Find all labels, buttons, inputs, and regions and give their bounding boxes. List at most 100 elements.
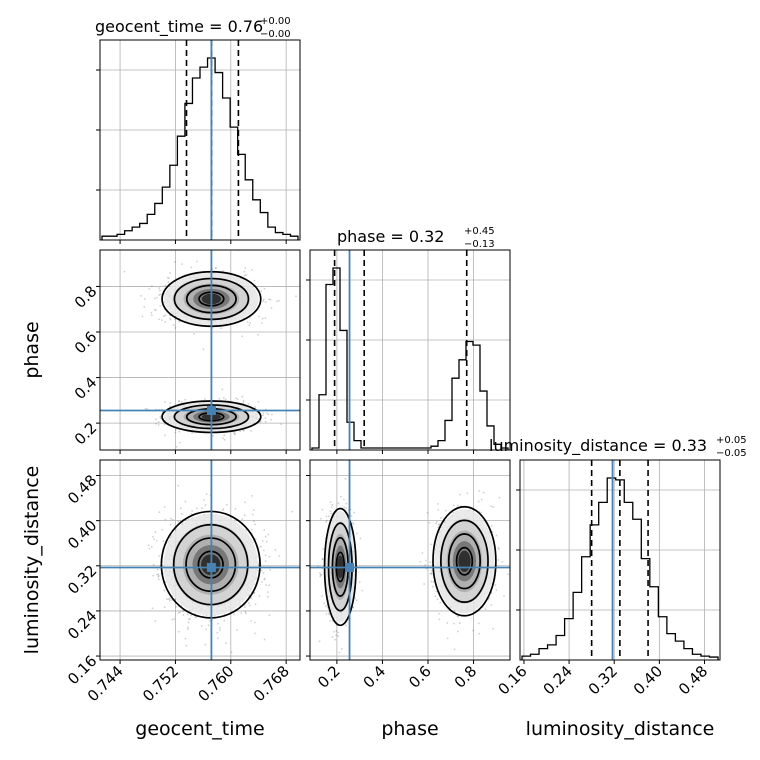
scatter-point <box>152 563 155 566</box>
scatter-point <box>162 540 165 542</box>
scatter-point <box>356 532 358 535</box>
scatter-point <box>320 517 322 520</box>
scatter-point <box>153 297 156 300</box>
xlabel-phase: phase <box>381 718 438 740</box>
scatter-point <box>164 518 167 521</box>
scatter-point <box>194 616 197 618</box>
scatter-point <box>163 606 166 609</box>
scatter-point <box>490 525 493 527</box>
tick-label-x: 0.6 <box>405 662 435 692</box>
scatter-point <box>222 508 225 510</box>
scatter-point <box>203 398 206 401</box>
scatter-point <box>222 396 225 399</box>
scatter-point <box>164 401 166 403</box>
scatter-point <box>163 423 166 425</box>
panel-frame <box>99 39 301 241</box>
scatter-point <box>244 611 247 613</box>
scatter-point <box>352 606 354 609</box>
scatter-point <box>177 611 180 614</box>
scatter-point <box>355 599 358 602</box>
scatter-point <box>140 295 142 297</box>
scatter-point <box>264 317 267 319</box>
scatter-point <box>350 515 353 517</box>
scatter-point <box>446 622 449 624</box>
scatter-point <box>216 631 219 634</box>
scatter-point <box>319 573 322 576</box>
scatter-point <box>457 615 460 618</box>
scatter-point <box>266 412 269 415</box>
scatter-point <box>430 543 433 546</box>
scatter-point <box>187 621 190 624</box>
scatter-point <box>431 585 434 588</box>
scatter-point <box>321 595 323 597</box>
scatter-point <box>318 640 321 643</box>
scatter-point <box>341 647 343 650</box>
scatter-point <box>164 434 166 437</box>
scatter-point <box>325 605 327 607</box>
scatter-point <box>321 508 324 511</box>
scatter-point <box>264 560 267 563</box>
panel-frame <box>309 459 511 661</box>
scatter-point <box>435 522 437 525</box>
scatter-point <box>497 559 500 561</box>
scatter-point <box>432 580 435 583</box>
scatter-point <box>254 632 256 635</box>
scatter-point <box>180 512 183 515</box>
scatter-point <box>184 637 187 640</box>
scatter-point <box>143 298 146 300</box>
histogram-step <box>101 57 299 240</box>
scatter-point <box>182 614 185 616</box>
title-phase: phase = 0.32 <box>337 227 444 246</box>
scatter-point <box>251 528 253 531</box>
scatter-point <box>153 308 156 311</box>
scatter-point <box>156 573 158 576</box>
scatter-point <box>157 424 160 426</box>
scatter-point <box>262 412 265 415</box>
scatter-point <box>452 504 455 507</box>
scatter-point <box>163 589 166 592</box>
scatter-point <box>480 498 483 501</box>
scatter-point <box>335 630 338 632</box>
scatter-point <box>359 537 362 540</box>
scatter-point <box>318 572 321 574</box>
scatter-point <box>236 398 239 401</box>
scatter-point <box>155 296 158 299</box>
scatter-point <box>437 526 440 529</box>
scatter-point <box>295 295 297 298</box>
xlabel-luminosity_distance: luminosity_distance <box>526 718 715 740</box>
scatter-point <box>164 284 167 287</box>
scatter-point <box>154 531 157 534</box>
scatter-point <box>321 558 324 560</box>
scatter-point <box>429 572 432 575</box>
scatter-point <box>253 520 255 523</box>
tick-label-y: 0.40 <box>64 516 100 552</box>
scatter-point <box>452 511 454 514</box>
panel-frame <box>309 249 511 451</box>
scatter-point <box>264 554 267 557</box>
scatter-point <box>169 317 171 320</box>
scatter-point <box>430 580 433 583</box>
scatter-point <box>438 612 441 615</box>
scatter-point <box>234 397 237 400</box>
scatter-point <box>278 299 280 302</box>
scatter-point <box>182 610 185 613</box>
scatter-point <box>274 548 277 551</box>
scatter-point <box>150 311 153 314</box>
scatter-point <box>257 564 260 566</box>
tick-label-x: 0.48 <box>675 662 711 698</box>
tick-label-x: 0.760 <box>195 662 238 705</box>
scatter-point <box>205 493 208 495</box>
title-luminosity_distance-plus: +0.05 <box>716 435 747 446</box>
scatter-point <box>171 618 174 621</box>
scatter-point <box>218 626 221 629</box>
scatter-point <box>329 619 331 622</box>
scatter-point <box>337 502 340 505</box>
scatter-point <box>223 434 226 437</box>
ylabel-luminosity_distance: luminosity_distance <box>21 466 43 655</box>
scatter-point <box>495 589 498 591</box>
scatter-point <box>503 595 505 597</box>
scatter-point <box>262 571 265 574</box>
scatter-point <box>184 500 187 503</box>
scatter-point <box>260 290 263 293</box>
